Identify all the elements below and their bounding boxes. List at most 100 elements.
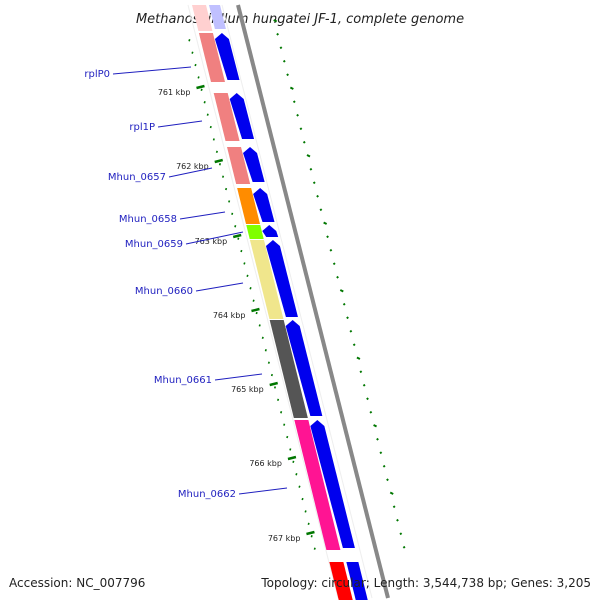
genome-backbone [187, 4, 390, 599]
kbp-major-tick [214, 158, 224, 164]
gene-block-mhun_0661 [269, 320, 308, 418]
kbp-minor-tick [292, 460, 295, 464]
kbp-minor-tick [298, 485, 301, 488]
kbp-label: 765 kbp [231, 385, 264, 394]
outer-tick-mark [276, 32, 280, 36]
outer-tick-mark [339, 289, 344, 293]
kbp-minor-tick [191, 51, 194, 54]
kbp-minor-tick [289, 448, 292, 451]
gene-label-rplp0: rplP0 [84, 69, 110, 80]
forward-arrow-mhun_0658 [253, 188, 275, 222]
kbp-minor-tick [197, 76, 200, 79]
outer-tick-mark [296, 113, 299, 117]
outer-tick-mark [386, 478, 389, 482]
kbp-scale: 761 kbp 762 kbp 763 kbp 764 kbp 765 kbp 766 k… [158, 39, 316, 550]
outer-tick-mark [396, 518, 399, 522]
leader-line-mhun_0659 [185, 231, 244, 245]
kbp-minor-tick [215, 150, 218, 154]
gene-block-rplp0 [198, 33, 225, 82]
outer-tick-mark [366, 397, 369, 401]
kbp-label: 762 kbp [176, 162, 209, 171]
forward-arrow-mhun_0657 [243, 147, 265, 182]
outer-tick-mark [373, 424, 378, 428]
accession-text: Accession: NC_007796 [9, 576, 146, 590]
kbp-minor-tick [258, 324, 261, 327]
leader-line-rplp0 [112, 66, 192, 75]
gene-block-mhun_0662 [294, 420, 341, 550]
outer-tick-mark [352, 343, 356, 347]
kbp-minor-tick [286, 435, 289, 439]
kbp-minor-tick [313, 547, 316, 550]
gene-fragment-next [329, 562, 353, 600]
outer-tick-mark [349, 329, 353, 333]
kbp-minor-tick [264, 349, 267, 352]
kbp-minor-tick [301, 497, 304, 501]
forward-arrow-rplp0 [214, 33, 240, 80]
outer-tick-mark [359, 370, 363, 374]
backbone-line [236, 4, 390, 599]
leader-line-rpl1p [157, 120, 203, 128]
kbp-major-tick [287, 455, 297, 461]
forward-arrow-rpl1p [229, 93, 255, 139]
outer-tick-mark [362, 383, 366, 387]
forward-arrow-fragment [209, 5, 226, 29]
outer-tick-mark [399, 532, 403, 536]
outer-tick-mark [389, 491, 394, 495]
outer-tick-mark [302, 140, 306, 144]
outer-tick-mark [319, 208, 323, 212]
outer-tick-mark [392, 505, 396, 509]
kbp-label: 763 kbp [195, 237, 228, 246]
genome-summary-text: Topology: circular; Length: 3,544,738 bp… [261, 576, 591, 590]
outer-tick-mark [329, 248, 333, 252]
outer-tick-mark [332, 262, 336, 266]
kbp-label: 761 kbp [158, 88, 191, 97]
kbp-minor-tick [240, 249, 243, 253]
kbp-minor-tick [209, 125, 212, 129]
gene-label-mhun_0658: Mhun_0658 [119, 214, 177, 225]
gene-label-mhun_0659: Mhun_0659 [125, 239, 183, 250]
forward-arrow-mhun_0660 [265, 240, 298, 317]
kbp-minor-tick [261, 336, 264, 340]
kbp-minor-tick [231, 212, 234, 216]
forward-arrow-next [346, 562, 368, 600]
outer-tick-mark [382, 464, 386, 468]
outer-tick-mark [369, 410, 373, 414]
outer-tick-mark [273, 19, 278, 23]
outer-tick-mark [342, 302, 346, 306]
leader-line-mhun_0660 [195, 282, 244, 292]
outer-tick-mark [312, 181, 316, 185]
outer-tick-mark [316, 194, 319, 198]
outer-tick-mark [356, 356, 361, 360]
outer-tick-mark [336, 275, 339, 279]
kbp-minor-tick [249, 287, 252, 290]
outer-tick-mark [289, 86, 294, 90]
kbp-minor-tick [237, 237, 240, 240]
kbp-minor-tick [273, 386, 277, 389]
gene-block-mhun_0658 [237, 188, 261, 224]
leader-line-mhun_0657 [168, 167, 213, 178]
outer-tick-mark [292, 100, 296, 104]
gene-fragment-prev [192, 5, 213, 31]
gene-block-mhun_0657 [227, 147, 251, 184]
gene-block-mhun_0659 [246, 225, 264, 239]
kbp-minor-tick [234, 225, 237, 228]
outer-tick-mark [323, 221, 328, 225]
outer-tick-mark [299, 127, 303, 131]
kbp-minor-tick [267, 361, 270, 364]
leader-line-mhun_0662 [238, 487, 288, 495]
kbp-minor-tick [280, 411, 283, 414]
kbp-minor-tick [246, 274, 249, 278]
outer-tick-mark [279, 46, 283, 50]
gene-label-rpl1p: rpl1P [129, 122, 155, 133]
kbp-minor-tick [228, 200, 231, 203]
leader-line-mhun_0658 [179, 211, 226, 220]
gene-block-mhun_0660 [249, 240, 284, 319]
forward-arrow-mhun_0661 [285, 320, 323, 416]
kbp-minor-tick [307, 522, 310, 526]
kbp-minor-tick [252, 299, 255, 302]
forward-arrow-mhun_0659 [262, 225, 279, 237]
gene-track [192, 5, 353, 600]
kbp-minor-tick [206, 113, 209, 116]
outer-tick-mark [326, 235, 329, 239]
kbp-minor-tick [203, 101, 206, 104]
